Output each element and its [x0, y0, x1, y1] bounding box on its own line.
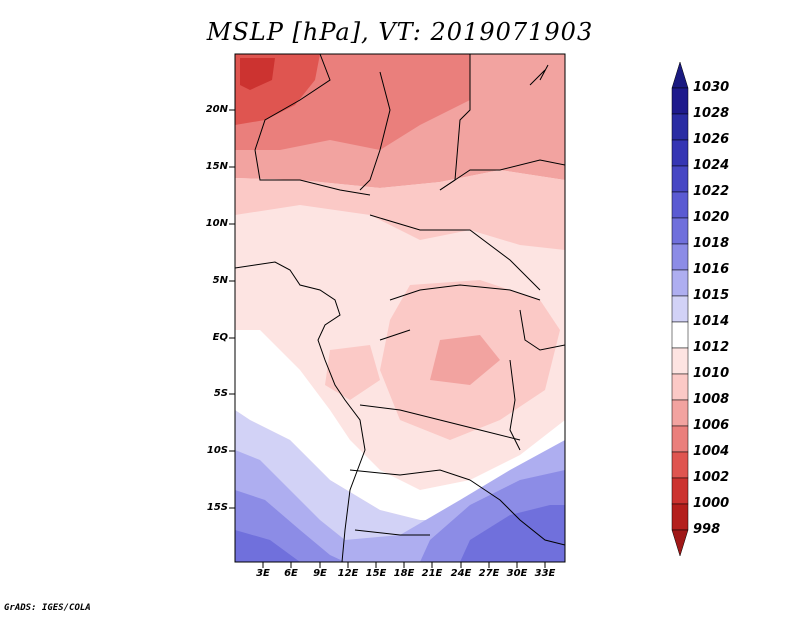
lon-label: 24E: [450, 568, 472, 579]
map-title: MSLP [hPa], VT: 2019071903: [206, 18, 594, 46]
lat-ticks: [229, 109, 235, 509]
lon-label: 30E: [506, 568, 528, 579]
colorbar-label: 1004: [693, 444, 730, 459]
colorbar-swatch: [671, 451, 689, 479]
map-frame: [234, 53, 566, 563]
lon-ticks: [262, 562, 546, 568]
colorbar-swatch: [671, 269, 689, 297]
colorbar-label: 1026: [693, 132, 730, 147]
lat-label: 15S: [206, 502, 228, 513]
colorbar-label: 998: [693, 522, 721, 537]
colorbar-swatch: [671, 347, 689, 375]
lon-label: 18E: [393, 568, 415, 579]
colorbar-label: 1010: [693, 366, 730, 381]
colorbar-swatch: [671, 139, 689, 167]
colorbar-label: 1012: [693, 340, 730, 355]
lon-label: 27E: [478, 568, 500, 579]
colorbar-label: 1024: [693, 158, 730, 173]
lon-label: 15E: [365, 568, 387, 579]
colorbar-label: 1002: [693, 470, 730, 485]
lat-label: 5N: [212, 275, 228, 286]
lat-label: EQ: [212, 332, 228, 343]
lon-label: 6E: [284, 568, 298, 579]
colorbar-swatch: [671, 399, 689, 427]
colorbar-bottom-arrow: [671, 529, 689, 557]
lon-label: 9E: [313, 568, 327, 579]
colorbar: [671, 61, 689, 557]
colorbar-swatch: [671, 243, 689, 271]
lat-label: 20N: [205, 104, 228, 115]
colorbar-swatch: [671, 321, 689, 349]
lon-label: 12E: [337, 568, 359, 579]
colorbar-label: 1006: [693, 418, 730, 433]
colorbar-label: 1018: [693, 236, 730, 251]
colorbar-swatch: [671, 295, 689, 323]
colorbar-swatch: [671, 373, 689, 401]
lon-label: 21E: [421, 568, 443, 579]
pressure-field: [235, 54, 565, 562]
colorbar-label: 1000: [693, 496, 730, 511]
colorbar-label: 1028: [693, 106, 730, 121]
country-borders: [235, 54, 565, 562]
colorbar-label: 1008: [693, 392, 730, 407]
credit-text: GrADS: IGES/COLA: [4, 603, 91, 613]
colorbar-label: 1030: [693, 80, 730, 95]
colorbar-label: 1022: [693, 184, 730, 199]
colorbar-swatch: [671, 217, 689, 245]
colorbar-label: 1020: [693, 210, 730, 225]
lat-label: 5S: [213, 388, 228, 399]
colorbar-swatch: [671, 191, 689, 219]
colorbar-label: 1014: [693, 314, 730, 329]
lon-label: 33E: [534, 568, 556, 579]
lat-label: 15N: [205, 161, 228, 172]
lat-label: 10S: [206, 445, 228, 456]
colorbar-label: 1015: [693, 288, 730, 303]
colorbar-swatch: [671, 165, 689, 193]
colorbar-swatch: [671, 113, 689, 141]
lat-label: 10N: [205, 218, 228, 229]
colorbar-swatch: [671, 477, 689, 505]
colorbar-swatch: [671, 425, 689, 453]
colorbar-top-arrow: [671, 61, 689, 89]
colorbar-label: 1016: [693, 262, 730, 277]
lon-label: 3E: [256, 568, 270, 579]
colorbar-swatch: [671, 87, 689, 115]
colorbar-swatch: [671, 503, 689, 531]
